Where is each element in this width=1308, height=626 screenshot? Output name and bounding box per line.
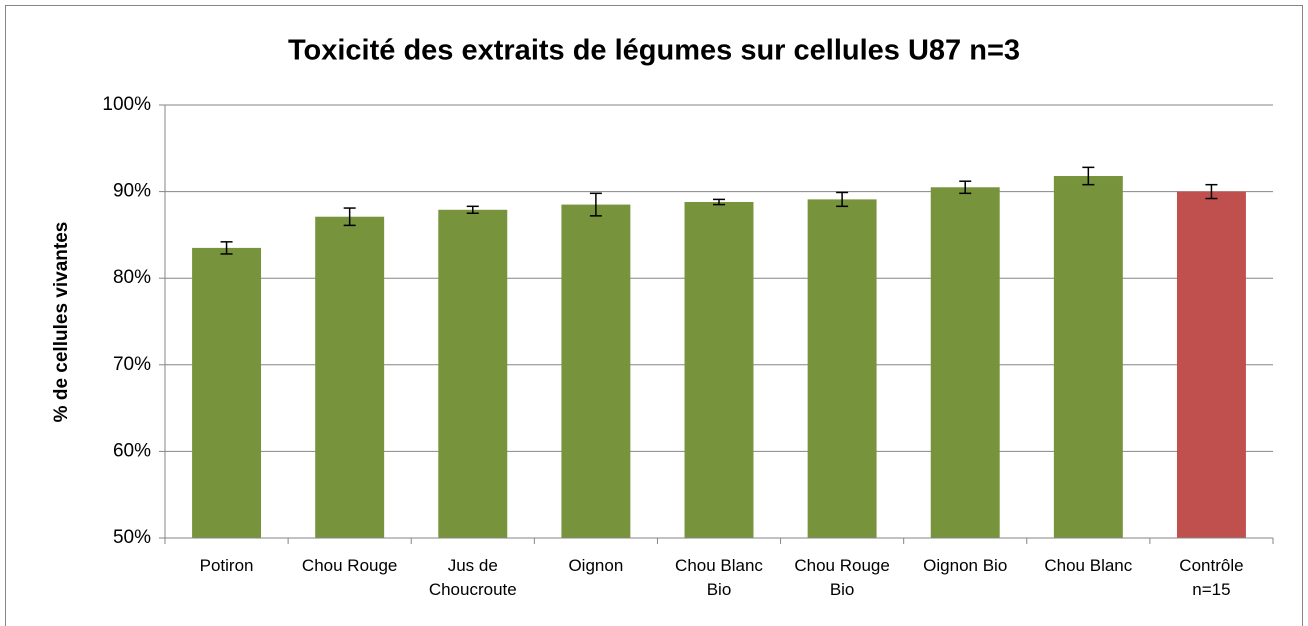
bar [1176,191,1246,538]
bar [807,199,877,539]
x-tick-label: Chou Rouge Bio [794,556,890,599]
bar [561,204,631,538]
bar [438,209,508,538]
x-tick-label: Jus de Choucroute [428,556,517,599]
x-tick-label: Oignon [568,556,624,575]
y-tick-label: 70% [113,354,151,375]
chart-border [5,5,1303,626]
bar [930,187,1000,538]
x-tick-label: Chou Rouge [301,556,398,575]
x-tick-label: Contrôle n=15 [1179,556,1244,599]
y-axis-label: % de cellules vivantes [51,222,72,423]
y-tick-label: 80% [113,267,151,288]
y-tick-label: 50% [113,527,151,548]
x-tick-label: Chou Blanc Bio [675,556,763,599]
y-tick-label: 60% [113,440,151,461]
bar [1053,176,1123,538]
x-tick-label: Potiron [199,556,254,575]
x-tick-label: Chou Blanc [1044,556,1133,575]
bar [315,216,385,539]
bar [684,201,754,538]
x-tick-label: Oignon Bio [923,556,1008,575]
y-tick-label: 90% [113,181,151,202]
bar [192,247,262,538]
chart-title: Toxicité des extraits de légumes sur cel… [288,35,1020,67]
y-tick-label: 100% [102,94,151,115]
